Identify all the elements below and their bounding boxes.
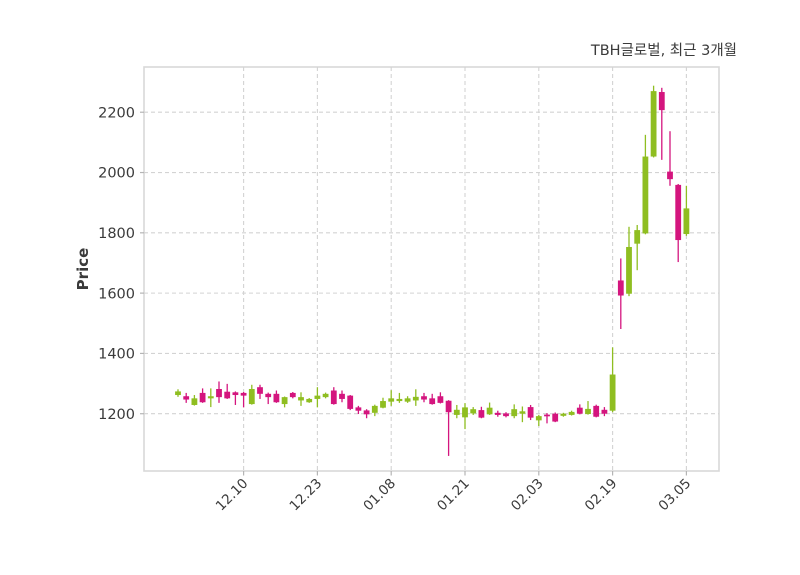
candle-down bbox=[265, 393, 272, 398]
candle-up bbox=[486, 407, 493, 415]
candle-up bbox=[248, 388, 255, 405]
y-axis-label: Price bbox=[74, 248, 92, 291]
candle-up bbox=[175, 391, 181, 396]
candle-down bbox=[355, 407, 362, 411]
candle-up bbox=[650, 91, 657, 157]
candle-down bbox=[216, 388, 222, 398]
axis-ticks bbox=[140, 111, 688, 476]
x-tick-label: 12.10 bbox=[213, 476, 252, 515]
y-tick-labels: 1200 1400 1600 1800 2000 2200 bbox=[98, 105, 135, 422]
candle-down bbox=[339, 393, 345, 399]
candle-up bbox=[207, 396, 214, 399]
candle-up bbox=[371, 405, 378, 413]
candle-up bbox=[609, 374, 616, 411]
candle-down bbox=[503, 413, 509, 417]
y-tick-label: 1200 bbox=[98, 407, 135, 423]
x-tick-label: 03.05 bbox=[656, 476, 695, 515]
candle-down bbox=[478, 410, 485, 418]
candle-up bbox=[453, 409, 460, 415]
candle-down bbox=[544, 414, 550, 417]
candle-down bbox=[617, 280, 624, 296]
candle-up bbox=[560, 413, 567, 416]
candle-down bbox=[658, 92, 665, 111]
candle-up bbox=[519, 411, 526, 414]
candle-down bbox=[494, 412, 501, 415]
candle-down bbox=[527, 407, 534, 418]
plot-area bbox=[143, 66, 720, 472]
candle-up bbox=[585, 408, 591, 415]
candle-down bbox=[240, 392, 247, 396]
candle-up bbox=[396, 398, 403, 402]
candle-down bbox=[363, 410, 370, 415]
candle-down bbox=[273, 393, 280, 403]
candle-up bbox=[511, 409, 518, 417]
candles bbox=[175, 85, 690, 456]
candle-up bbox=[470, 409, 477, 414]
candle-up bbox=[462, 407, 468, 418]
y-tick-label: 2000 bbox=[98, 166, 135, 182]
x-tick-label: 02.19 bbox=[582, 476, 621, 515]
candle-down bbox=[224, 391, 231, 399]
candle-down bbox=[330, 390, 337, 405]
candle-down bbox=[199, 392, 206, 403]
candle-up bbox=[568, 411, 575, 415]
candle-up bbox=[535, 416, 542, 421]
candle-down bbox=[257, 387, 263, 394]
candle-down bbox=[667, 171, 673, 180]
candle-up bbox=[683, 208, 690, 235]
candle-up bbox=[388, 398, 395, 402]
candle-down bbox=[675, 184, 682, 241]
candle-up bbox=[281, 397, 288, 405]
x-tick-label: 01.08 bbox=[360, 476, 399, 515]
y-tick-label: 2200 bbox=[98, 105, 135, 121]
candle-down bbox=[232, 392, 239, 396]
x-tick-labels: 12.10 12.23 01.08 01.21 02.03 02.19 03.05 bbox=[213, 476, 694, 515]
candle-up bbox=[191, 398, 198, 405]
candle-up bbox=[642, 156, 649, 234]
candle-up bbox=[298, 397, 304, 401]
candle-down bbox=[183, 396, 190, 400]
x-tick-label: 12.23 bbox=[287, 476, 326, 515]
candle-up bbox=[626, 246, 632, 294]
candle-down bbox=[593, 405, 600, 417]
candle-down bbox=[601, 409, 608, 414]
x-tick-label: 02.03 bbox=[508, 476, 547, 515]
candle-up bbox=[634, 230, 641, 244]
candle-down bbox=[552, 413, 559, 422]
y-tick-label: 1400 bbox=[98, 347, 135, 363]
candle-up bbox=[380, 401, 386, 408]
candle-down bbox=[437, 396, 444, 403]
candle-up bbox=[412, 396, 419, 401]
candle-down bbox=[445, 400, 452, 413]
candle-down bbox=[421, 396, 427, 400]
y-tick-label: 1800 bbox=[98, 226, 135, 242]
candle-down bbox=[576, 407, 583, 414]
candle-down bbox=[289, 392, 296, 398]
y-tick-label: 1600 bbox=[98, 286, 135, 302]
candle-down bbox=[347, 395, 354, 409]
chart-title: TBH글로벌, 최근 3개월 bbox=[590, 42, 737, 59]
x-tick-label: 01.21 bbox=[434, 476, 473, 515]
candle-up bbox=[404, 398, 411, 402]
candle-up bbox=[314, 395, 321, 399]
candle-up bbox=[322, 393, 329, 398]
candle-up bbox=[306, 398, 313, 403]
candle-down bbox=[429, 398, 436, 405]
